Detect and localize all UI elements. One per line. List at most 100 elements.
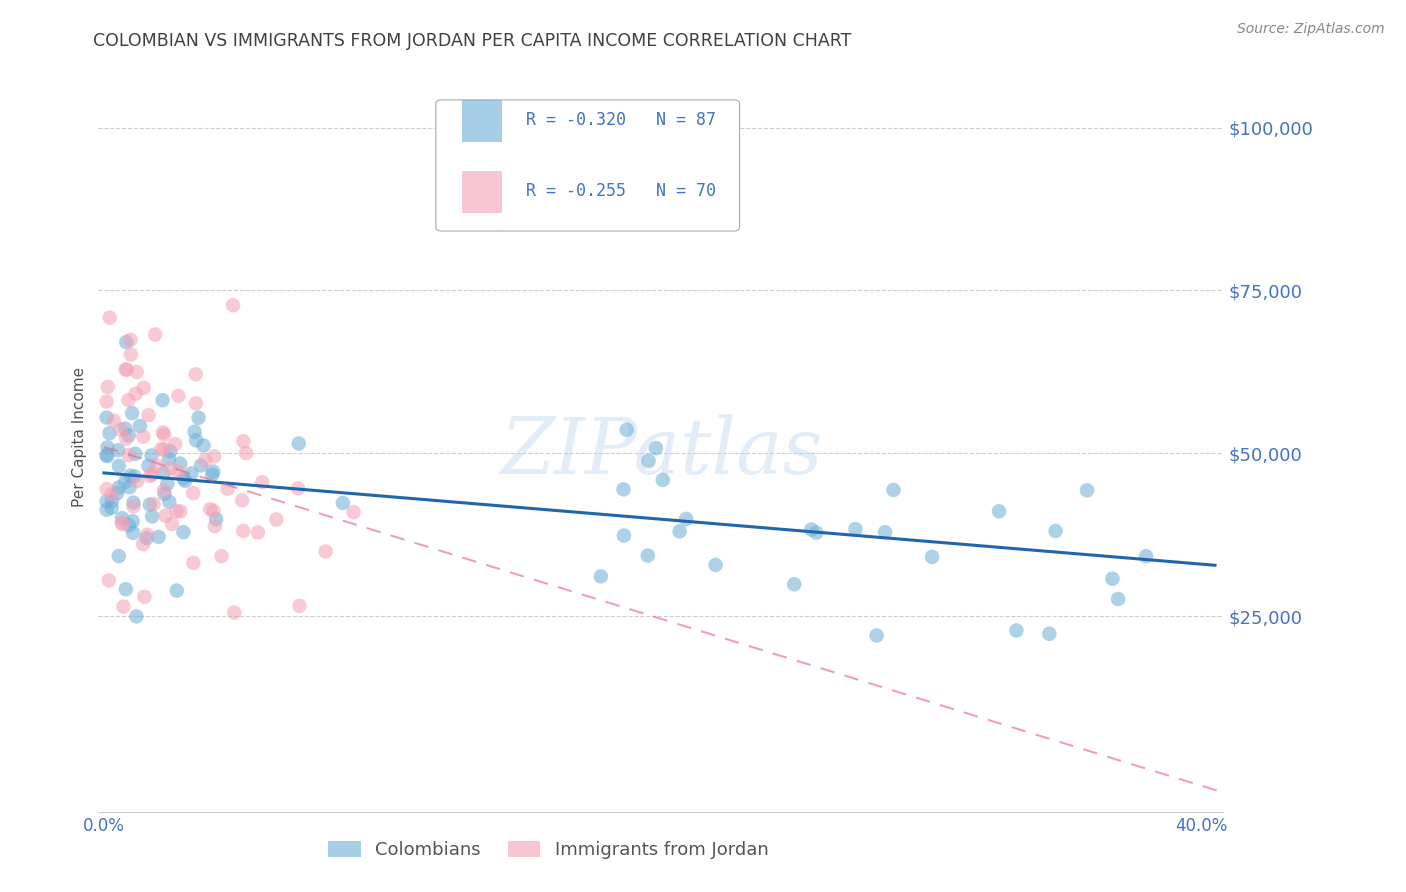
Point	[127, 474, 149, 488]
Point	[142, 497, 165, 511]
Point	[115, 362, 138, 376]
Point	[115, 334, 138, 349]
Point	[235, 446, 257, 460]
Point	[589, 569, 612, 583]
Point	[152, 393, 174, 408]
Point	[148, 530, 170, 544]
Point	[172, 525, 194, 540]
Point	[173, 471, 195, 485]
Point	[135, 531, 157, 545]
Point	[613, 528, 636, 542]
Point	[844, 522, 866, 536]
Point	[287, 436, 309, 450]
Text: R = -0.320   N = 87: R = -0.320 N = 87	[526, 112, 716, 129]
Point	[96, 502, 118, 516]
Point	[141, 467, 163, 482]
Point	[231, 493, 253, 508]
Point	[193, 438, 215, 452]
Point	[100, 500, 122, 515]
Point	[866, 628, 889, 642]
Point	[145, 458, 167, 473]
Point	[1135, 549, 1157, 563]
Point	[1076, 483, 1098, 498]
Point	[266, 512, 288, 526]
Point	[200, 502, 222, 516]
Point	[181, 486, 204, 500]
Point	[108, 549, 131, 563]
Point	[121, 514, 143, 528]
Point	[675, 512, 697, 526]
Point	[1107, 592, 1129, 607]
Point	[138, 458, 160, 473]
Point	[114, 475, 136, 489]
Point	[882, 483, 904, 497]
Point	[1045, 524, 1067, 538]
Point	[96, 441, 118, 455]
Point	[139, 498, 162, 512]
Point	[153, 427, 176, 442]
Point	[125, 609, 148, 624]
Point	[120, 333, 142, 347]
Point	[132, 381, 155, 395]
Point	[668, 524, 690, 539]
Point	[138, 408, 160, 422]
Point	[704, 558, 727, 572]
Point	[232, 524, 254, 538]
Text: Source: ZipAtlas.com: Source: ZipAtlas.com	[1237, 22, 1385, 37]
Point	[122, 495, 145, 509]
Point	[132, 429, 155, 443]
Point	[1101, 572, 1123, 586]
Point	[118, 428, 141, 442]
Point	[184, 368, 207, 382]
Point	[169, 457, 191, 471]
Point	[134, 590, 156, 604]
Point	[105, 486, 128, 500]
Point	[211, 549, 233, 563]
Point	[132, 537, 155, 551]
Point	[783, 577, 806, 591]
Point	[117, 393, 139, 408]
Point	[112, 599, 135, 614]
Point	[100, 487, 122, 501]
Point	[97, 380, 120, 394]
Point	[186, 434, 208, 448]
Point	[190, 458, 212, 473]
Point	[98, 310, 121, 325]
Point	[97, 574, 120, 588]
Point	[184, 396, 207, 410]
Y-axis label: Per Capita Income: Per Capita Income	[72, 367, 87, 508]
Point	[332, 496, 354, 510]
Point	[342, 505, 364, 519]
Point	[806, 525, 828, 540]
Point	[612, 483, 634, 497]
Point	[157, 452, 180, 467]
Point	[141, 509, 163, 524]
Point	[156, 477, 179, 491]
Point	[202, 465, 225, 479]
Point	[121, 406, 143, 420]
Point	[187, 410, 209, 425]
Point	[128, 419, 150, 434]
Point	[155, 508, 177, 523]
Point	[167, 465, 190, 479]
Point	[110, 423, 132, 437]
Text: COLOMBIAN VS IMMIGRANTS FROM JORDAN PER CAPITA INCOME CORRELATION CHART: COLOMBIAN VS IMMIGRANTS FROM JORDAN PER …	[93, 32, 851, 50]
Point	[96, 482, 118, 496]
Point	[125, 365, 148, 379]
Point	[118, 518, 141, 533]
Point	[988, 504, 1011, 518]
Point	[111, 511, 134, 525]
Point	[637, 454, 659, 468]
Point	[103, 414, 125, 428]
Point	[107, 443, 129, 458]
Text: R = -0.255   N = 70: R = -0.255 N = 70	[526, 182, 716, 201]
FancyBboxPatch shape	[461, 100, 501, 141]
Point	[1005, 624, 1028, 638]
Point	[153, 483, 176, 498]
Point	[205, 512, 228, 526]
Point	[183, 556, 205, 570]
Point	[153, 487, 176, 501]
Point	[124, 447, 146, 461]
Point	[194, 453, 217, 467]
Point	[111, 517, 134, 532]
